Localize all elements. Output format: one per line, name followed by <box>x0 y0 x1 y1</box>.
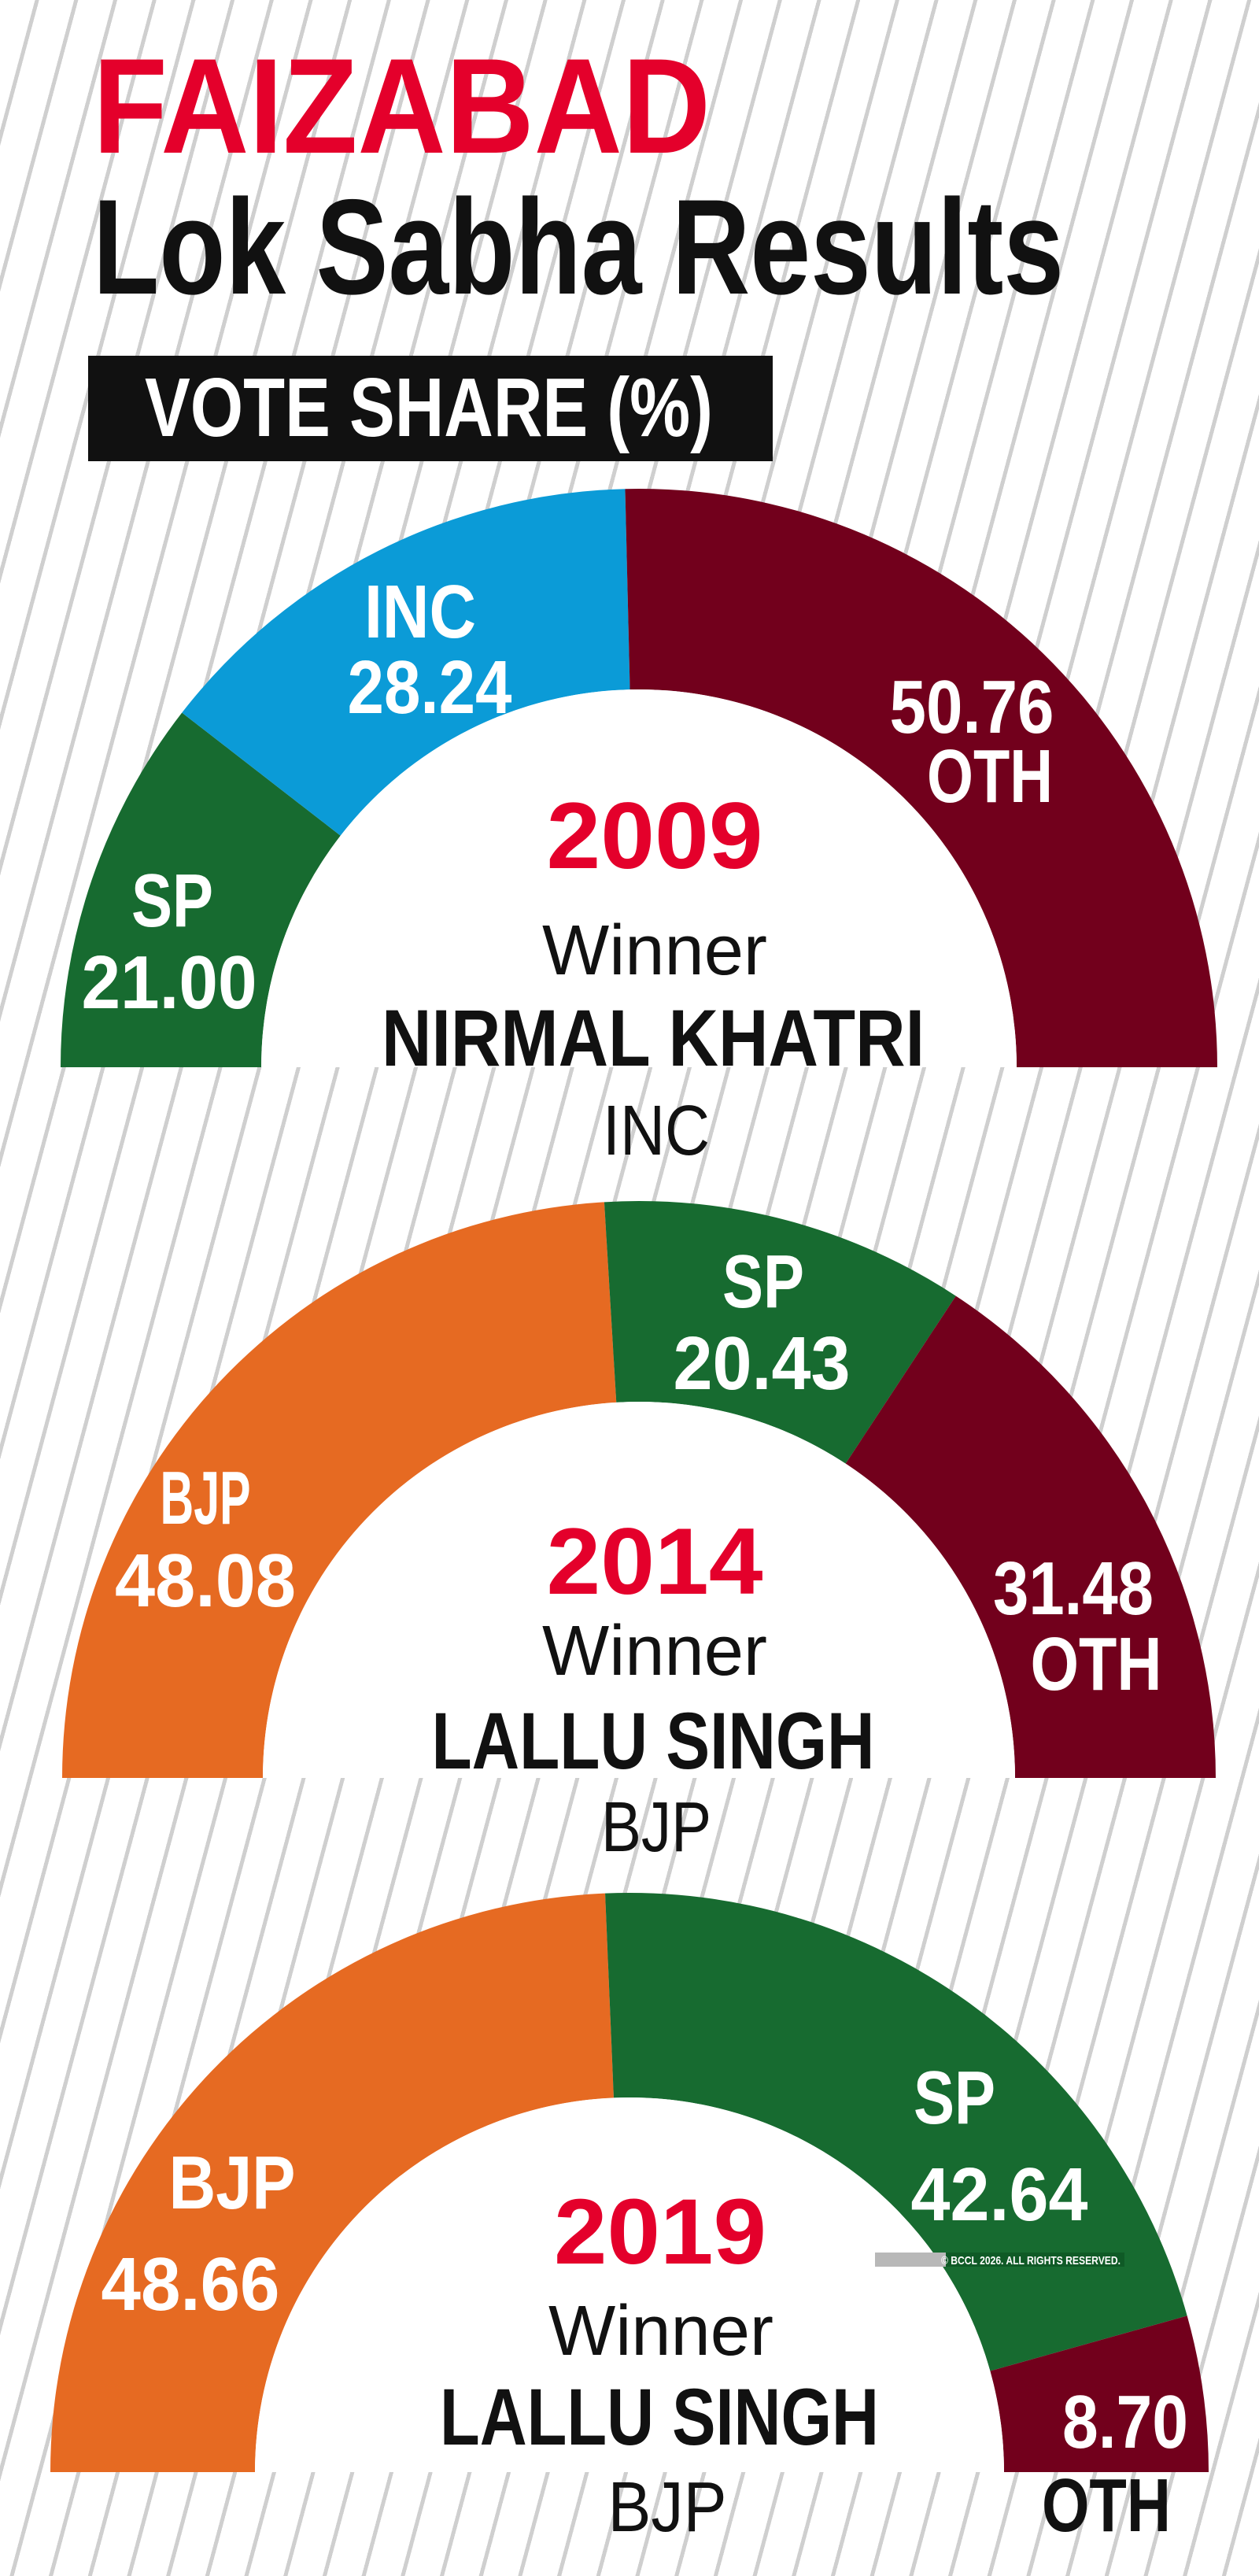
winner-name: NIRMAL KHATRI <box>382 993 925 1083</box>
chart-2019: BJP 48.66 SP 42.64 8.70 OTH 2019 Winner … <box>102 2056 1189 2548</box>
segment-label-value: 20.43 <box>674 1321 851 1406</box>
segment-label-value: 8.70 <box>1062 2380 1188 2464</box>
segment-label-value: 31.48 <box>993 1547 1154 1631</box>
chart-2009: SP 21.00 INC 28.24 50.76 OTH 2009 Winner… <box>82 570 1054 1170</box>
section-label: VOTE SHARE (%) <box>145 361 713 454</box>
segment-label-party: SP <box>131 859 213 943</box>
copyright-bar <box>875 2253 946 2267</box>
segment-label-party: OTH <box>1031 1622 1162 1706</box>
arc-segment-2014-bjp <box>62 1202 617 1778</box>
arc-segment-2014-oth <box>845 1295 1216 1778</box>
segment-label-party: BJP <box>161 1456 251 1540</box>
arc-segment-2009-sp <box>61 712 341 1067</box>
arc-segment-2009-inc <box>182 489 630 836</box>
arc-segment-2019-oth <box>990 2315 1209 2472</box>
segment-label-value: 21.00 <box>82 941 257 1025</box>
title: FAIZABAD <box>93 31 711 182</box>
copyright-bg <box>946 2253 1124 2267</box>
segment-label-party: INC <box>364 570 476 654</box>
segment-label-value: 28.24 <box>348 645 512 730</box>
arc-segment-2014-sp <box>604 1201 956 1464</box>
chart-hub-2019 <box>255 2097 1004 2472</box>
arc-segment-2019-sp <box>605 1893 1187 2371</box>
winner-party: INC <box>603 1092 710 1170</box>
winner-label: Winner <box>542 911 767 990</box>
segment-label-party: SP <box>722 1240 804 1324</box>
arc-segment-2019-bjp <box>50 1893 614 2472</box>
chart-arcs <box>50 489 1217 2472</box>
chart-2014: BJP 48.08 SP 20.43 31.48 OTH 2014 Winner… <box>115 1240 1162 1867</box>
segment-label-party: OTH <box>1042 2463 1171 2548</box>
winner-label: Winner <box>542 1612 767 1691</box>
segment-label-value: 50.76 <box>890 665 1054 749</box>
chart-year: 2019 <box>554 2180 766 2284</box>
segment-label-party: BJP <box>169 2141 296 2225</box>
segment-label-value: 42.64 <box>911 2153 1088 2237</box>
arc-segment-2009-oth <box>625 489 1217 1067</box>
winner-label: Winner <box>548 2292 773 2371</box>
chart-hub-2014 <box>263 1402 1015 1778</box>
section-label-box <box>88 356 773 461</box>
chart-hub-2009 <box>261 689 1017 1067</box>
winner-name: LALLU SINGH <box>440 2372 879 2462</box>
copyright-text: © BCCL 2026. ALL RIGHTS RESERVED. <box>941 2254 1121 2267</box>
copyright-notice: © BCCL 2026. ALL RIGHTS RESERVED. <box>875 2253 1124 2267</box>
subtitle: Lok Sabha Results <box>93 172 1064 323</box>
winner-party: BJP <box>601 1788 711 1867</box>
winner-party: BJP <box>608 2468 727 2547</box>
segment-label-value: 48.08 <box>115 1539 296 1623</box>
winner-name: LALLU SINGH <box>432 1696 875 1786</box>
segment-label-value: 48.66 <box>102 2242 280 2327</box>
segment-label-party: OTH <box>927 734 1053 819</box>
chart-year: 2014 <box>547 1509 763 1614</box>
chart-year: 2009 <box>547 783 763 889</box>
segment-label-party: SP <box>914 2056 995 2140</box>
